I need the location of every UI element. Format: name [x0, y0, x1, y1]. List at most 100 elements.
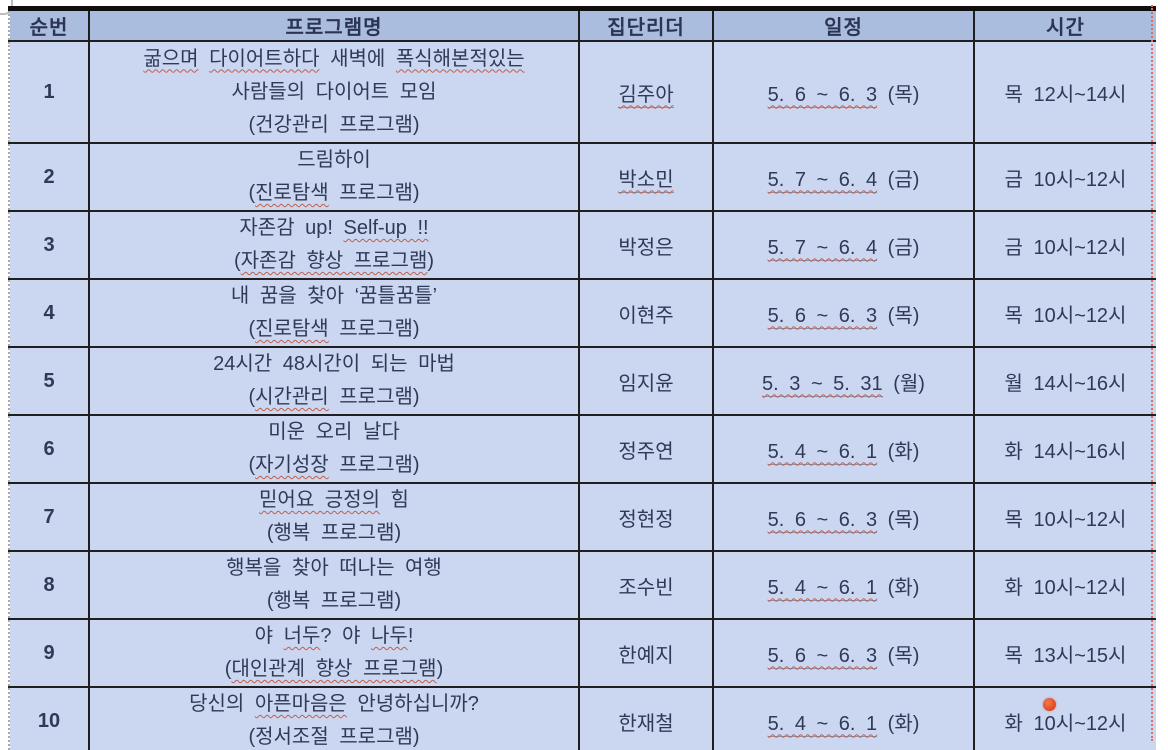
schedule-cell[interactable]: 5. 4 ~ 6. 1 (화) [712, 550, 975, 620]
time-value: 월 14시~16시 [1004, 372, 1127, 395]
schedule-day: (월) [893, 372, 925, 395]
leader-name: 박소민 [618, 168, 674, 193]
leader-cell[interactable]: 한예지 [578, 618, 714, 688]
program-name-cell[interactable]: 야 너두? 야 나두! (대인관계 향상 프로그램) [88, 618, 580, 688]
program-name-cell[interactable]: 행복을 찾아 떠나는 여행 (행복 프로그램) [88, 550, 580, 620]
schedule-day: (화) [887, 440, 920, 463]
row-number-cell[interactable]: 10 [8, 686, 90, 750]
program-name-cell[interactable]: 자존감 up! Self-up !! (자존감 향상 프로그램) [88, 210, 580, 280]
leader-cell[interactable]: 정주연 [578, 414, 714, 484]
schedule-dates: 5. 4 ~ 6. 1 [767, 440, 878, 465]
time-value: 목 12시~14시 [1004, 83, 1127, 106]
schedule-day: (화) [887, 712, 920, 735]
program-name-cell[interactable]: 당신의 아픈마음은 안녕하십니까? (정서조절 프로그램) [88, 686, 580, 750]
program-title-line: 행복을 찾아 떠나는 여행 [226, 557, 442, 579]
leader-cell[interactable]: 박소민 [578, 142, 714, 212]
row-number-cell[interactable]: 3 [8, 210, 90, 280]
program-name-cell[interactable]: 내 꿈을 찾아 ‘꿈틀꿈틀’ (진로탐색 프로그램) [88, 278, 580, 348]
row-number-cell[interactable]: 1 [8, 40, 90, 144]
schedule-cell[interactable]: 5. 7 ~ 6. 4 (금) [712, 210, 975, 280]
time-cell[interactable]: 목 13시~15시 [973, 618, 1156, 688]
header-cell-schedule[interactable]: 일정 [712, 6, 975, 42]
program-name-cell[interactable]: 24시간 48시간이 되는 마법 (시간관리 프로그램) [88, 346, 580, 416]
time-cell[interactable]: 화 10시~12시 [973, 686, 1156, 750]
schedule-day: (목) [887, 644, 920, 667]
time-cell[interactable]: 월 14시~16시 [973, 346, 1156, 416]
schedule-dates: 5. 3 ~ 5. 31 [762, 372, 883, 397]
program-title-line: 드림하이 [297, 149, 371, 171]
time-cell[interactable]: 금 10시~12시 [973, 210, 1156, 280]
leader-name: 한재철 [618, 712, 674, 735]
header-cell-num[interactable]: 순번 [8, 6, 90, 42]
leader-name: 임지윤 [618, 372, 674, 395]
leader-name: 조수빈 [618, 576, 674, 599]
program-title-line: (행복 프로그램) [266, 522, 402, 544]
schedule-dates: 5. 7 ~ 6. 4 [767, 236, 878, 261]
table-row: 1 굶으며 다이어트하다 새벽에 폭식해본적있는 사람들의 다이어트 모임 (건강관리… [8, 40, 1156, 144]
table-row: 10 당신의 아픈마음은 안녕하십니까? (정서조절 프로그램) 한재철 5. 4 ~ … [8, 686, 1156, 750]
time-value: 화 10시~12시 [1004, 576, 1127, 599]
schedule-dates: 5. 6 ~ 6. 3 [767, 304, 878, 329]
program-name-cell[interactable]: 믿어요 긍정의 힘 (행복 프로그램) [88, 482, 580, 552]
table-row: 7 믿어요 긍정의 힘 (행복 프로그램) 정현정 5. 6 ~ 6. 3 (목) 목 1… [8, 482, 1156, 552]
header-cell-leader[interactable]: 집단리더 [578, 6, 714, 42]
time-value: 금 10시~12시 [1004, 236, 1127, 259]
program-title-line: 당신의 아픈마음은 안녕하십니까? [189, 693, 479, 715]
row-number-cell[interactable]: 2 [8, 142, 90, 212]
row-number-cell[interactable]: 7 [8, 482, 90, 552]
time-cell[interactable]: 목 12시~14시 [973, 40, 1156, 144]
program-title-line: 사람들의 다이어트 모임 [231, 80, 437, 103]
schedule-day: (금) [887, 168, 920, 191]
leader-cell[interactable]: 이현주 [578, 278, 714, 348]
schedule-dates: 5. 7 ~ 6. 4 [767, 168, 878, 193]
schedule-dates: 5. 6 ~ 6. 3 [767, 83, 878, 108]
schedule-cell[interactable]: 5. 4 ~ 6. 1 (화) [712, 414, 975, 484]
time-cell[interactable]: 금 10시~12시 [973, 142, 1156, 212]
schedule-cell[interactable]: 5. 4 ~ 6. 1 (화) [712, 686, 975, 750]
leader-cell[interactable]: 조수빈 [578, 550, 714, 620]
leader-name: 정주연 [618, 440, 674, 463]
program-title-line: (건강관리 프로그램) [248, 113, 420, 136]
schedule-cell[interactable]: 5. 6 ~ 6. 3 (목) [712, 482, 975, 552]
program-title-line: 24시간 48시간이 되는 마법 [213, 353, 455, 375]
schedule-cell[interactable]: 5. 7 ~ 6. 4 (금) [712, 142, 975, 212]
program-title-line: 믿어요 긍정의 힘 [259, 489, 409, 511]
time-cell[interactable]: 화 14시~16시 [973, 414, 1156, 484]
time-value: 목 10시~12시 [1004, 508, 1127, 531]
program-title-line: 미운 오리 날다 [268, 421, 400, 443]
leader-cell[interactable]: 김주아 [578, 40, 714, 144]
leader-cell[interactable]: 정현정 [578, 482, 714, 552]
schedule-dates: 5. 6 ~ 6. 3 [767, 644, 878, 669]
table-row: 8 행복을 찾아 떠나는 여행 (행복 프로그램) 조수빈 5. 4 ~ 6. 1 (화… [8, 550, 1156, 620]
schedule-cell[interactable]: 5. 6 ~ 6. 3 (목) [712, 278, 975, 348]
table-row: 3 자존감 up! Self-up !! (자존감 향상 프로그램) 박정은 5. 7 … [8, 210, 1156, 280]
corner-shape-artifact [0, 0, 13, 15]
program-title-line: (행복 프로그램) [266, 590, 402, 612]
leader-name: 김주아 [618, 83, 674, 108]
row-number-cell[interactable]: 9 [8, 618, 90, 688]
program-title-line: (대인관계 향상 프로그램) [224, 658, 444, 680]
page-boundary-dotted-line [1151, 5, 1153, 741]
leader-cell[interactable]: 한재철 [578, 686, 714, 750]
laser-pointer-dot [1043, 698, 1056, 711]
program-name-cell[interactable]: 굶으며 다이어트하다 새벽에 폭식해본적있는 사람들의 다이어트 모임 (건강관리 … [88, 40, 580, 144]
leader-cell[interactable]: 박정은 [578, 210, 714, 280]
leader-cell[interactable]: 임지윤 [578, 346, 714, 416]
time-cell[interactable]: 화 10시~12시 [973, 550, 1156, 620]
header-cell-program-name[interactable]: 프로그램명 [88, 6, 580, 42]
program-name-cell[interactable]: 미운 오리 날다 (자기성장 프로그램) [88, 414, 580, 484]
header-cell-time[interactable]: 시간 [973, 6, 1156, 42]
schedule-cell[interactable]: 5. 6 ~ 6. 3 (목) [712, 618, 975, 688]
program-name-cell[interactable]: 드림하이 (진로탐색 프로그램) [88, 142, 580, 212]
row-number-cell[interactable]: 4 [8, 278, 90, 348]
leader-name: 이현주 [618, 304, 674, 327]
schedule-cell[interactable]: 5. 3 ~ 5. 31 (월) [712, 346, 975, 416]
time-cell[interactable]: 목 10시~12시 [973, 482, 1156, 552]
row-number-cell[interactable]: 6 [8, 414, 90, 484]
time-cell[interactable]: 목 10시~12시 [973, 278, 1156, 348]
table-body: 1 굶으며 다이어트하다 새벽에 폭식해본적있는 사람들의 다이어트 모임 (건강관리… [8, 40, 1156, 750]
schedule-cell[interactable]: 5. 6 ~ 6. 3 (목) [712, 40, 975, 144]
row-number-cell[interactable]: 8 [8, 550, 90, 620]
row-number-cell[interactable]: 5 [8, 346, 90, 416]
